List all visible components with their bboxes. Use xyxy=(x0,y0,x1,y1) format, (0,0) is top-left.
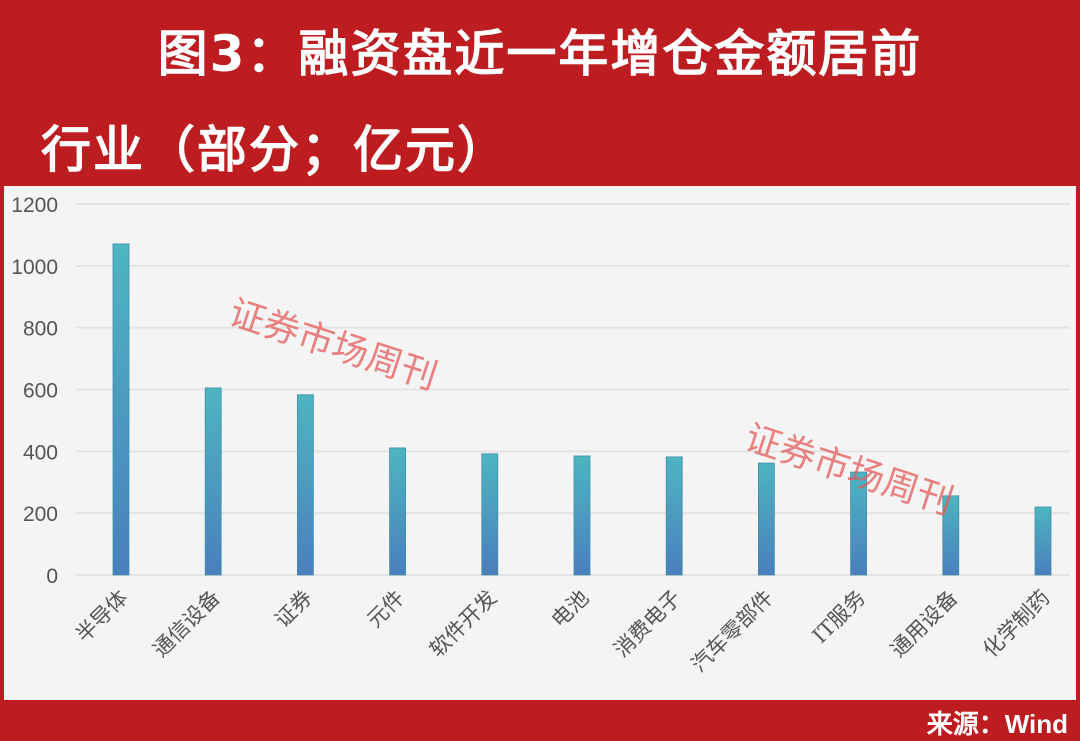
bar xyxy=(389,447,407,576)
x-tick-label: 元件 xyxy=(362,586,409,633)
x-tick-label: 证券 xyxy=(270,586,317,633)
bar xyxy=(204,387,222,576)
x-tick-label: 软件开发 xyxy=(425,586,501,662)
bar xyxy=(665,456,683,576)
bar xyxy=(112,243,130,576)
bar xyxy=(1034,506,1052,576)
x-tick-label: 汽车零部件 xyxy=(687,586,778,677)
x-tick-label: 化学制药 xyxy=(978,586,1054,662)
bar xyxy=(296,394,314,576)
x-tick-label: 通信设备 xyxy=(148,586,224,662)
y-tick-label: 1200 xyxy=(11,194,58,217)
bar xyxy=(481,453,499,576)
x-tick-label: 消费电子 xyxy=(609,586,685,662)
chart-title-line2: 行业（部分；亿元） xyxy=(41,121,509,179)
y-tick-label: 0 xyxy=(46,565,58,588)
chart-title-line1: 图3：融资盘近一年增仓金额居前 xyxy=(157,25,923,83)
bar xyxy=(942,495,960,576)
bar xyxy=(758,462,775,576)
x-tick-label: 电池 xyxy=(547,586,594,633)
y-tick-label: 600 xyxy=(23,380,58,403)
x-tick-label: IT服务 xyxy=(808,586,870,648)
x-tick-label: 通用设备 xyxy=(886,586,962,662)
y-tick-label: 400 xyxy=(23,441,58,464)
y-tick-label: 800 xyxy=(23,318,58,341)
bar-chart: 0 200 400 600 800 1000 1200 半导体 通信设备 证券 元件 软件开发 电池 消费… xyxy=(11,194,1070,677)
x-tick-label: 半导体 xyxy=(71,586,133,648)
bar xyxy=(850,471,867,576)
bar xyxy=(573,455,591,576)
y-tick-label: 200 xyxy=(23,503,58,526)
y-tick-label: 1000 xyxy=(11,256,58,279)
source-note: 来源：Wind xyxy=(926,709,1068,739)
plot-area: 0 200 400 600 800 1000 1200 半导体 通信设备 证券 元件 软件开发 电池 消费… xyxy=(4,186,1076,700)
